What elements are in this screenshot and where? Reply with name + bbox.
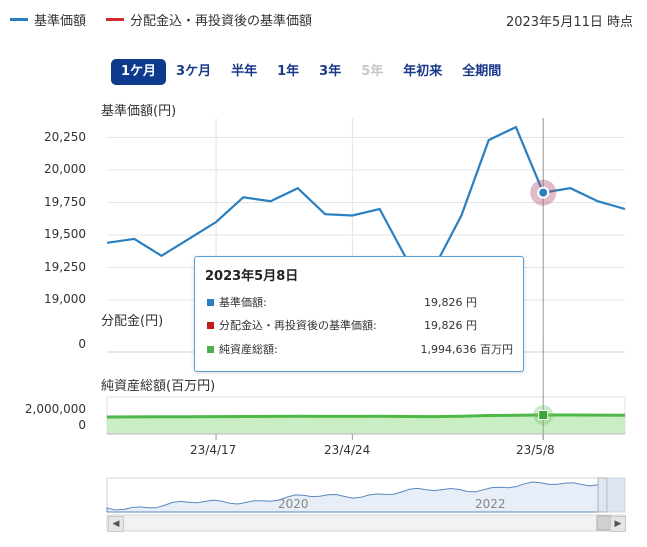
tooltip-row-nav: 基準価額: 19,826 円 xyxy=(207,294,517,310)
scroll-right-button[interactable]: ▶ xyxy=(610,516,626,532)
tooltip-nav-value: 19,826 円 xyxy=(424,296,477,309)
tooltip-reinvest-label: 分配金込・再投資後の基準価額: xyxy=(219,319,377,332)
nav-y-tick-label: 19,750 xyxy=(44,194,86,209)
nav-y-tick-label: 19,500 xyxy=(44,227,86,241)
nav-y-tick-label: 19,000 xyxy=(44,292,86,306)
range-button-6m[interactable]: 半年 xyxy=(231,64,258,79)
scroll-left-button[interactable]: ◀ xyxy=(108,516,124,532)
reinvest-swatch-icon xyxy=(207,321,214,329)
nav-swatch-icon xyxy=(207,298,214,306)
reinvest-line-swatch xyxy=(106,18,125,21)
x-label-0424: 23/4/24 xyxy=(324,443,371,457)
as-of-date: 2023年5月11日 時点 xyxy=(505,15,633,30)
tooltip: 2023年5月8日 基準価額: 19,826 円 分配金込・再投資後の基準価額:… xyxy=(194,256,524,372)
range-button-ytd[interactable]: 年初来 xyxy=(403,64,443,79)
tooltip-reinvest-value: 19,826 円 xyxy=(424,319,477,332)
assets-y-tick-bottom: 0 xyxy=(78,418,86,432)
range-button-1m[interactable]: 1ケ月 xyxy=(111,59,167,85)
tooltip-assets-value: 1,994,636 百万円 xyxy=(420,343,513,356)
navigator-series xyxy=(106,481,599,513)
nav-series-line xyxy=(106,125,626,269)
x-axis-ticks xyxy=(215,434,544,440)
assets-y-tick-top: 2,000,000 xyxy=(24,402,86,416)
nav-y-tick-label: 19,250 xyxy=(44,259,86,274)
legend-nav-label: 基準価額 xyxy=(34,14,87,29)
legend-item-reinvest[interactable]: 分配金込・再投資後の基準価額 xyxy=(106,10,312,29)
tooltip-nav-label: 基準価額: xyxy=(219,296,267,309)
nav-y-tick-label: 20,000 xyxy=(44,162,86,176)
tooltip-date: 2023年5月8日 xyxy=(205,269,299,284)
scrollbar-track[interactable] xyxy=(106,514,626,532)
legend: 基準価額 分配金込・再投資後の基準価額 xyxy=(10,10,312,29)
nav-line-swatch xyxy=(10,18,28,21)
assets-area xyxy=(107,415,625,434)
range-selector: 1ケ月 3ケ月 半年 1年 3年 5年 年初来 全期間 xyxy=(111,59,511,85)
tooltip-assets-label: 純資産総額: xyxy=(219,343,278,356)
nav-y-tick-label: 20,250 xyxy=(44,129,86,144)
nav-panel-title: 基準価額(円) xyxy=(101,104,177,119)
range-button-3m[interactable]: 3ケ月 xyxy=(176,64,212,79)
x-label-0417: 23/4/17 xyxy=(190,443,237,457)
navigator-year-2020: 2020 xyxy=(278,497,309,511)
range-button-all[interactable]: 全期間 xyxy=(462,64,502,79)
legend-reinvest-label: 分配金込・再投資後の基準価額 xyxy=(130,14,313,29)
assets-swatch-icon xyxy=(207,345,214,353)
range-button-5y: 5年 xyxy=(361,64,384,79)
range-button-1y[interactable]: 1年 xyxy=(277,64,300,79)
assets-highlight-point xyxy=(538,410,549,420)
range-button-3y[interactable]: 3年 xyxy=(319,64,342,79)
nav-highlight-point xyxy=(537,186,550,199)
navigator-year-2022: 2022 xyxy=(475,497,506,511)
navigator-selected-range[interactable] xyxy=(607,478,625,512)
distribution-panel-title: 分配金(円) xyxy=(101,314,164,329)
tooltip-row-assets: 純資産総額: 1,994,636 百万円 xyxy=(207,341,517,357)
distribution-y-tick: 0 xyxy=(78,337,86,351)
legend-item-nav[interactable]: 基準価額 xyxy=(10,10,86,29)
navigator-handle[interactable] xyxy=(597,477,608,513)
assets-panel-title: 純資産総額(百万円) xyxy=(101,379,216,394)
scrollbar-thumb[interactable] xyxy=(596,515,612,531)
x-label-0508: 23/5/8 xyxy=(516,443,555,457)
tooltip-row-reinvest: 分配金込・再投資後の基準価額: 19,826 円 xyxy=(207,317,517,333)
